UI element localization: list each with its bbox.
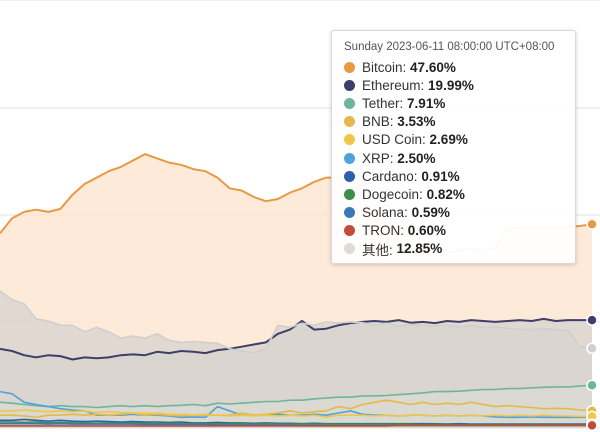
tooltip-row: Cardano0.91%	[344, 167, 575, 185]
tooltip-series-name: BNB	[362, 114, 397, 129]
tooltip-series-name: 其他	[362, 239, 397, 259]
tooltip-row: 其他12.85%	[344, 240, 575, 258]
tooltip-row: USD Coin2.69%	[344, 131, 575, 149]
tooltip-series-value: 0.60%	[407, 223, 447, 239]
tooltip-row: Tether7.91%	[344, 94, 575, 112]
series-line[interactable]	[0, 409, 592, 418]
tooltip-series-name: Bitcoin	[362, 60, 410, 75]
tooltip-row: Ethereum19.99%	[344, 76, 575, 94]
legend-dot-icon	[344, 79, 355, 91]
tooltip-series-name: Dogecoin	[362, 187, 427, 202]
tooltip-series-value: 19.99%	[428, 77, 474, 93]
tooltip-row: Dogecoin0.82%	[344, 185, 575, 203]
tooltip-series-value: 12.85%	[396, 241, 443, 257]
series-line[interactable]	[0, 290, 593, 354]
hover-marker	[586, 314, 598, 326]
tooltip-row: Bitcoin47.60%	[344, 58, 575, 76]
chart-tooltip: Sunday 2023-06-11 08:00:00 UTC+08:00 Bit…	[331, 30, 576, 264]
tooltip-series-value: 3.53%	[397, 114, 436, 130]
legend-dot-icon	[344, 170, 355, 182]
tooltip-series-value: 0.82%	[426, 186, 465, 202]
tooltip-series-name: Cardano	[362, 169, 421, 184]
tooltip-series-value: 2.50%	[397, 150, 436, 166]
tooltip-series-name: TRON	[362, 223, 408, 238]
legend-dot-icon	[344, 152, 355, 164]
legend-dot-icon	[344, 97, 355, 109]
legend-dot-icon	[344, 243, 355, 255]
legend-dot-icon	[344, 225, 355, 237]
hover-marker	[586, 218, 598, 231]
legend-dot-icon	[344, 134, 355, 146]
series-areas	[0, 154, 592, 428]
tooltip-row: XRP2.50%	[344, 149, 575, 167]
tooltip-series-value: 7.91%	[407, 95, 446, 111]
legend-dot-icon	[344, 116, 355, 128]
tooltip-series-value: 0.59%	[411, 205, 450, 221]
hover-marker	[586, 342, 598, 355]
tooltip-series-name: Ethereum	[362, 78, 428, 93]
tooltip-rows: Bitcoin47.60%Ethereum19.99%Tether7.91%BN…	[344, 58, 575, 258]
tooltip-series-name: USD Coin	[362, 132, 430, 147]
tooltip-row: Solana0.59%	[344, 204, 575, 222]
hover-marker	[586, 379, 598, 391]
series-line[interactable]	[0, 424, 592, 427]
series-line[interactable]	[0, 399, 593, 419]
hover-markers	[586, 218, 598, 432]
tooltip-series-value: 47.60%	[410, 59, 456, 75]
tooltip-series-name: Tether	[362, 96, 407, 111]
legend-dot-icon	[344, 207, 355, 219]
hover-marker	[586, 419, 598, 432]
tooltip-series-value: 0.91%	[421, 168, 460, 184]
tooltip-row: BNB3.53%	[344, 113, 575, 131]
series-area	[0, 291, 592, 428]
legend-dot-icon	[344, 188, 355, 200]
tooltip-series-value: 2.69%	[429, 132, 468, 148]
tooltip-series-name: Solana	[362, 205, 412, 220]
tooltip-row: TRON0.60%	[344, 222, 575, 240]
legend-dot-icon	[344, 61, 355, 73]
series-line[interactable]	[0, 384, 593, 409]
tooltip-title: Sunday 2023-06-11 08:00:00 UTC+08:00	[344, 41, 555, 53]
tooltip-series-name: XRP	[362, 151, 397, 166]
